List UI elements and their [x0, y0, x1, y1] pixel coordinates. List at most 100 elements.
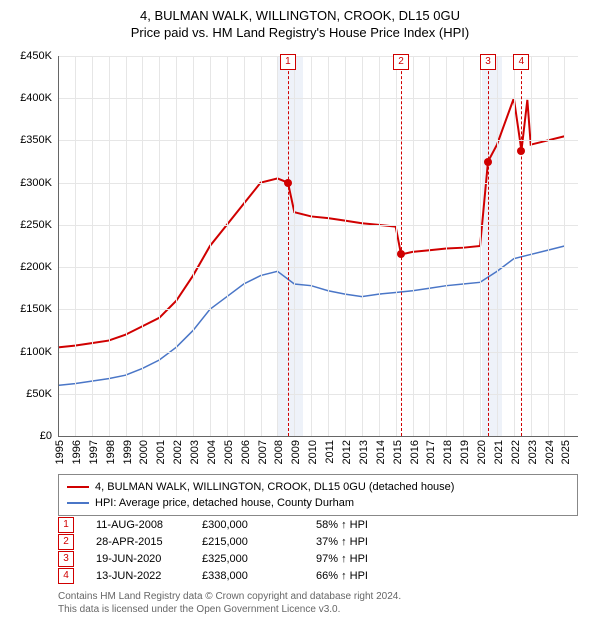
sale-marker-line	[401, 56, 402, 436]
sale-row-delta: 58% ↑ HPI	[316, 519, 406, 531]
y-tick-label: £200K	[2, 261, 52, 273]
x-tick-label: 2016	[409, 440, 421, 464]
gridline-v	[126, 56, 127, 436]
sale-row-date: 13-JUN-2022	[78, 570, 198, 582]
gridline-v	[531, 56, 532, 436]
gridline-v	[176, 56, 177, 436]
sale-row-price: £215,000	[202, 536, 312, 548]
title-block: 4, BULMAN WALK, WILLINGTON, CROOK, DL15 …	[0, 0, 600, 40]
gridline-v	[294, 56, 295, 436]
gridline-v	[227, 56, 228, 436]
gridline-v	[142, 56, 143, 436]
gridline-v	[193, 56, 194, 436]
sales-table: 111-AUG-2008£300,00058% ↑ HPI228-APR-201…	[58, 516, 578, 584]
legend-label-hpi: HPI: Average price, detached house, Coun…	[95, 497, 354, 509]
gridline-v	[548, 56, 549, 436]
gridline-h	[58, 98, 578, 99]
y-tick-label: £0	[2, 430, 52, 442]
sale-row: 319-JUN-2020£325,00097% ↑ HPI	[58, 550, 578, 567]
x-tick-label: 2015	[392, 440, 404, 464]
chart-plot-area: £0£50K£100K£150K£200K£250K£300K£350K£400…	[58, 56, 578, 436]
x-tick-label: 2003	[189, 440, 201, 464]
x-tick-label: 2018	[442, 440, 454, 464]
x-tick-label: 2014	[375, 440, 387, 464]
y-tick-label: £100K	[2, 346, 52, 358]
sale-row-num: 3	[58, 551, 74, 567]
gridline-v	[446, 56, 447, 436]
sale-marker-box: 4	[513, 54, 529, 70]
sale-row: 111-AUG-2008£300,00058% ↑ HPI	[58, 516, 578, 533]
sale-marker-line	[288, 56, 289, 436]
x-tick-label: 2000	[138, 440, 150, 464]
sale-row-num: 1	[58, 517, 74, 533]
gridline-v	[210, 56, 211, 436]
x-tick-label: 1999	[122, 440, 134, 464]
gridline-v	[277, 56, 278, 436]
sale-row: 228-APR-2015£215,00037% ↑ HPI	[58, 533, 578, 550]
x-tick-label: 2002	[172, 440, 184, 464]
sale-marker-dot	[397, 250, 405, 258]
x-tick-label: 2020	[476, 440, 488, 464]
x-tick-label: 2013	[358, 440, 370, 464]
x-tick-label: 2024	[544, 440, 556, 464]
gridline-v	[244, 56, 245, 436]
x-tick-label: 2017	[425, 440, 437, 464]
x-tick-label: 2025	[560, 440, 572, 464]
gridline-h	[58, 140, 578, 141]
y-tick-label: £250K	[2, 219, 52, 231]
x-tick-label: 2007	[257, 440, 269, 464]
gridline-v	[379, 56, 380, 436]
x-tick-label: 2006	[240, 440, 252, 464]
x-tick-label: 1997	[88, 440, 100, 464]
y-axis-line	[58, 56, 59, 436]
x-tick-label: 1996	[71, 440, 83, 464]
sale-marker-line	[521, 56, 522, 436]
chart-container: 4, BULMAN WALK, WILLINGTON, CROOK, DL15 …	[0, 0, 600, 620]
gridline-v	[362, 56, 363, 436]
x-tick-label: 2012	[341, 440, 353, 464]
footer-line1: Contains HM Land Registry data © Crown c…	[58, 590, 401, 603]
x-tick-label: 2004	[206, 440, 218, 464]
x-tick-label: 2009	[290, 440, 302, 464]
sale-row-price: £325,000	[202, 553, 312, 565]
sale-marker-box: 2	[393, 54, 409, 70]
gridline-v	[463, 56, 464, 436]
gridline-v	[311, 56, 312, 436]
sale-row: 413-JUN-2022£338,00066% ↑ HPI	[58, 567, 578, 584]
sale-marker-line	[488, 56, 489, 436]
x-tick-label: 1998	[105, 440, 117, 464]
gridline-v	[514, 56, 515, 436]
line-layer	[58, 56, 578, 436]
gridline-v	[75, 56, 76, 436]
sale-row-price: £338,000	[202, 570, 312, 582]
gridline-v	[328, 56, 329, 436]
sale-row-date: 11-AUG-2008	[78, 519, 198, 531]
y-tick-label: £450K	[2, 50, 52, 62]
gridline-h	[58, 183, 578, 184]
x-tick-label: 2023	[527, 440, 539, 464]
gridline-h	[58, 56, 578, 57]
gridline-h	[58, 267, 578, 268]
legend: 4, BULMAN WALK, WILLINGTON, CROOK, DL15 …	[58, 474, 578, 516]
gridline-h	[58, 225, 578, 226]
gridline-v	[159, 56, 160, 436]
legend-item-property: 4, BULMAN WALK, WILLINGTON, CROOK, DL15 …	[67, 479, 569, 495]
sale-row-date: 28-APR-2015	[78, 536, 198, 548]
sale-row-delta: 37% ↑ HPI	[316, 536, 406, 548]
sale-row-num: 4	[58, 568, 74, 584]
gridline-v	[109, 56, 110, 436]
gridline-h	[58, 436, 578, 437]
sale-marker-dot	[284, 179, 292, 187]
sale-marker-box: 3	[480, 54, 496, 70]
x-tick-label: 1995	[54, 440, 66, 464]
gridline-v	[413, 56, 414, 436]
x-tick-label: 2022	[510, 440, 522, 464]
sale-marker-dot	[484, 158, 492, 166]
y-tick-label: £400K	[2, 92, 52, 104]
gridline-v	[396, 56, 397, 436]
legend-label-property: 4, BULMAN WALK, WILLINGTON, CROOK, DL15 …	[95, 481, 454, 493]
gridline-h	[58, 394, 578, 395]
gridline-v	[429, 56, 430, 436]
y-tick-label: £50K	[2, 388, 52, 400]
x-tick-label: 2010	[307, 440, 319, 464]
